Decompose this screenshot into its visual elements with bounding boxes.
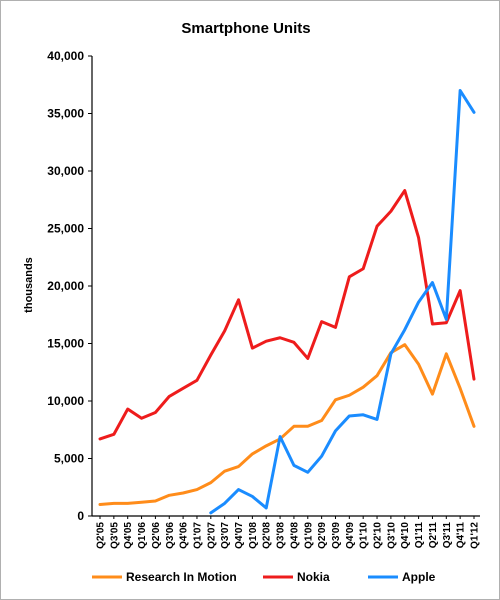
x-tick-label: Q1'09	[303, 522, 314, 549]
x-tick-label: Q1'10	[359, 522, 370, 549]
series-line-nokia	[98, 189, 476, 441]
x-tick-label: Q2'05	[96, 522, 107, 549]
x-tick-label: Q4'08	[289, 522, 300, 549]
legend-label-apple: Apple	[402, 570, 436, 584]
y-tick-label: 25,000	[47, 222, 84, 236]
x-tick-label: Q2'07	[206, 522, 217, 549]
x-tick-label: Q2'10	[373, 522, 384, 549]
y-tick-label: 15,000	[47, 337, 84, 351]
x-tick-label: Q1'12	[470, 522, 481, 549]
y-tick-label: 0	[77, 509, 84, 523]
legend-label-nokia: Nokia	[297, 570, 330, 584]
x-tick-label: Q4'09	[345, 522, 356, 549]
x-tick-label: Q1'08	[248, 522, 259, 549]
y-tick-label: 40,000	[47, 49, 84, 63]
y-axis-ticks: 0 5,000 10,000 15,000 20,000 25,000 30,000 35,0…	[47, 49, 92, 523]
x-tick-label: Q2'09	[317, 522, 328, 549]
x-tick-label: Q4'11	[456, 522, 467, 549]
x-tick-label: Q4'06	[179, 522, 190, 549]
y-axis-label: thousands	[23, 257, 35, 313]
x-tick-label: Q1'11	[414, 522, 425, 549]
x-tick-label: Q2'11	[428, 522, 439, 549]
y-tick-label: 20,000	[47, 279, 84, 293]
x-tick-label: Q1'06	[137, 522, 148, 549]
series-line-apple	[209, 89, 476, 515]
x-axis-ticks: Q2'05 Q3'05 Q4'05 Q1'06 Q2'06 Q3'06 Q4'06 Q1'07…	[96, 516, 481, 549]
legend: Research In Motion Nokia Apple	[92, 570, 436, 584]
y-tick-label: 10,000	[47, 394, 84, 408]
y-tick-label: 35,000	[47, 107, 84, 121]
x-tick-label: Q2'08	[262, 522, 273, 549]
x-tick-label: Q4'05	[123, 522, 134, 549]
y-tick-label: 5,000	[54, 452, 84, 466]
series-line-research-in-motion	[98, 343, 476, 506]
x-tick-label: Q3'06	[165, 522, 176, 549]
chart-title: Smartphone Units	[181, 20, 310, 37]
x-tick-label: Q3'11	[442, 522, 453, 549]
x-tick-label: Q3'08	[276, 522, 287, 549]
x-tick-label: Q4'07	[234, 522, 245, 549]
x-tick-label: Q4'10	[400, 522, 411, 549]
x-tick-label: Q2'06	[151, 522, 162, 549]
y-tick-label: 30,000	[47, 164, 84, 178]
series-lines	[98, 89, 476, 515]
x-tick-label: Q3'09	[331, 522, 342, 549]
x-tick-label: Q1'07	[192, 522, 203, 549]
x-tick-label: Q3'07	[220, 522, 231, 549]
legend-label-research-in-motion: Research In Motion	[126, 570, 237, 584]
x-tick-label: Q3'10	[386, 522, 397, 549]
x-tick-label: Q3'05	[109, 522, 120, 549]
